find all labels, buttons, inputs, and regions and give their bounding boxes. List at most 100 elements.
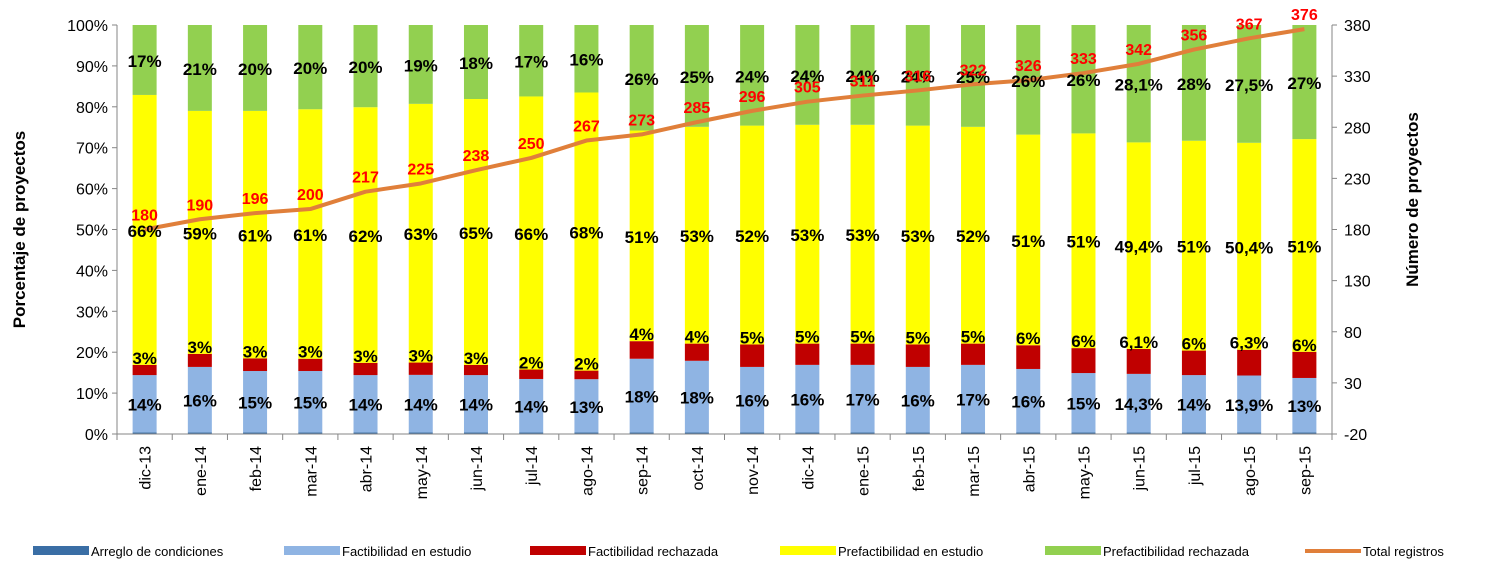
data-label-prefactibilidad-en-estudio: 53%	[680, 227, 714, 246]
data-label-factibilidad-en-estudio: 15%	[238, 394, 272, 413]
bar-segment-arreglo-de-condiciones	[1181, 432, 1206, 434]
bar-segment-arreglo-de-condiciones	[629, 432, 654, 434]
data-label-factibilidad-en-estudio: 16%	[1011, 393, 1045, 412]
data-label-factibilidad-en-estudio: 17%	[956, 391, 990, 410]
data-label-factibilidad-rechazada: 3%	[464, 349, 489, 368]
bar-segment-arreglo-de-condiciones	[740, 432, 765, 434]
data-label-factibilidad-rechazada: 3%	[408, 347, 433, 366]
data-label-factibilidad-en-estudio: 14,3%	[1115, 395, 1163, 414]
x-tick-label: ago-14	[579, 446, 596, 496]
bar-segment-arreglo-de-condiciones	[1071, 432, 1096, 434]
bar-segment-factibilidad-rechazada	[1181, 350, 1206, 376]
x-tick-label: dic-14	[800, 446, 817, 490]
y-tick-label: 90%	[76, 59, 108, 76]
data-label-total-registros: 180	[131, 208, 158, 225]
bar-segment-factibilidad-rechazada	[132, 364, 157, 376]
data-label-prefactibilidad-rechazada: 27,5%	[1225, 76, 1273, 95]
data-label-factibilidad-rechazada: 5%	[906, 328, 931, 347]
bar-segment-factibilidad-en-estudio	[629, 358, 654, 433]
data-label-total-registros: 376	[1291, 7, 1318, 24]
data-label-prefactibilidad-rechazada: 25%	[680, 68, 714, 87]
line-total-registros	[144, 27, 1305, 232]
legend-swatch	[284, 546, 340, 555]
legend-entry: Prefactibilidad rechazada	[1103, 544, 1250, 559]
data-label-factibilidad-en-estudio: 15%	[293, 394, 327, 413]
bar-segment-factibilidad-en-estudio	[850, 364, 875, 433]
bar-segment-arreglo-de-condiciones	[408, 432, 433, 434]
data-label-prefactibilidad-rechazada: 20%	[238, 60, 272, 79]
bar-segment-prefactibilidad-en-estudio	[961, 126, 986, 344]
data-label-prefactibilidad-en-estudio: 68%	[569, 224, 603, 243]
y-tick-label: 60%	[76, 182, 108, 199]
x-tick-label: mar-15	[966, 446, 983, 497]
data-label-prefactibilidad-en-estudio: 66%	[128, 222, 162, 241]
data-label-total-registros: 285	[684, 100, 711, 117]
bar-segment-prefactibilidad-en-estudio	[463, 99, 488, 365]
bar-segment-arreglo-de-condiciones	[463, 432, 488, 434]
y-axis-title: Porcentaje de proyectos	[10, 131, 29, 328]
data-label-total-registros: 196	[242, 191, 269, 208]
data-label-factibilidad-rechazada: 5%	[740, 328, 765, 347]
y-tick-label: 50%	[76, 223, 108, 240]
bar-segment-prefactibilidad-en-estudio	[1126, 142, 1151, 349]
bar-segment-factibilidad-en-estudio	[1016, 368, 1041, 433]
x-tick-label: jul-14	[524, 446, 541, 486]
data-label-factibilidad-rechazada: 5%	[961, 328, 986, 347]
x-tick-label: oct-14	[690, 446, 707, 491]
data-label-factibilidad-en-estudio: 14%	[349, 396, 383, 415]
x-tick-label: ene-14	[193, 446, 210, 496]
bar-segment-arreglo-de-condiciones	[243, 432, 268, 434]
data-label-prefactibilidad-en-estudio: 52%	[735, 227, 769, 246]
data-label-prefactibilidad-en-estudio: 51%	[625, 228, 659, 247]
data-label-factibilidad-en-estudio: 16%	[735, 392, 769, 411]
y-tick-label: 0%	[85, 427, 108, 444]
data-label-factibilidad-en-estudio: 16%	[183, 392, 217, 411]
data-label-factibilidad-rechazada: 3%	[243, 342, 268, 361]
data-label-factibilidad-rechazada: 5%	[850, 328, 875, 347]
bar-segment-prefactibilidad-en-estudio	[795, 124, 820, 344]
x-tick-label: mar-14	[303, 446, 320, 497]
data-label-prefactibilidad-rechazada: 21%	[183, 60, 217, 79]
bar-segment-factibilidad-en-estudio	[132, 375, 157, 433]
data-label-prefactibilidad-rechazada: 20%	[293, 59, 327, 78]
y2-tick-label: -20	[1344, 427, 1367, 444]
data-label-prefactibilidad-en-estudio: 53%	[790, 226, 824, 245]
bar-segment-factibilidad-en-estudio	[1071, 373, 1096, 433]
data-label-total-registros: 273	[628, 112, 655, 129]
bar-segment-prefactibilidad-rechazada	[1181, 25, 1206, 141]
x-tick-label: ago-15	[1242, 446, 1259, 496]
bar-segment-prefactibilidad-rechazada	[1237, 25, 1262, 143]
bar-segment-factibilidad-en-estudio	[353, 375, 378, 433]
data-label-factibilidad-en-estudio: 14%	[404, 396, 438, 415]
data-label-prefactibilidad-rechazada: 28%	[1177, 75, 1211, 94]
bar-segment-factibilidad-en-estudio	[905, 366, 930, 433]
bar-segment-factibilidad-rechazada	[1071, 348, 1096, 374]
legend-entry: Arreglo de condiciones	[91, 544, 224, 559]
data-label-prefactibilidad-en-estudio: 62%	[349, 227, 383, 246]
data-label-total-registros: 367	[1236, 16, 1263, 33]
bar-segment-factibilidad-rechazada	[629, 341, 654, 359]
y-tick-label: 100%	[67, 18, 108, 35]
data-label-prefactibilidad-en-estudio: 51%	[1287, 237, 1321, 256]
bar-segment-factibilidad-rechazada	[1126, 348, 1151, 374]
bar-segment-arreglo-de-condiciones	[187, 432, 212, 434]
bar-segment-factibilidad-en-estudio	[1292, 377, 1317, 433]
data-label-prefactibilidad-rechazada: 26%	[1066, 71, 1100, 90]
bar-segment-prefactibilidad-en-estudio	[353, 107, 378, 363]
data-label-prefactibilidad-rechazada: 24%	[846, 67, 880, 86]
data-label-prefactibilidad-rechazada: 25%	[956, 68, 990, 87]
data-label-factibilidad-en-estudio: 14%	[128, 396, 162, 415]
data-label-factibilidad-en-estudio: 17%	[846, 391, 880, 410]
bar-segment-prefactibilidad-en-estudio	[1181, 140, 1206, 351]
data-label-factibilidad-en-estudio: 14%	[459, 396, 493, 415]
y2-tick-label: 330	[1344, 69, 1371, 86]
data-label-total-registros: 316	[904, 68, 931, 85]
data-label-prefactibilidad-rechazada: 17%	[514, 53, 548, 72]
data-label-factibilidad-en-estudio: 16%	[901, 392, 935, 411]
y-tick-label: 40%	[76, 263, 108, 280]
data-label-factibilidad-rechazada: 3%	[132, 349, 157, 368]
bar-segment-prefactibilidad-rechazada	[243, 25, 268, 111]
bar-segment-arreglo-de-condiciones	[1016, 432, 1041, 434]
legend-swatch	[1045, 546, 1101, 555]
